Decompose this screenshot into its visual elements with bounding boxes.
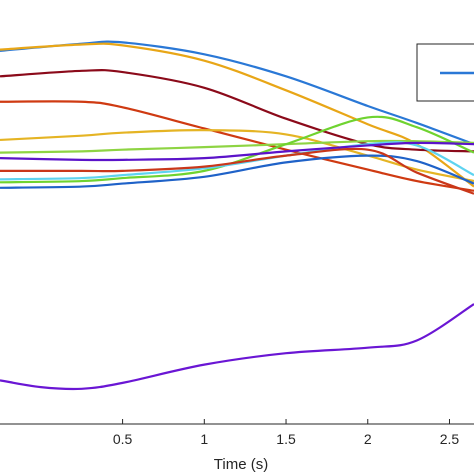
series-line-1 [0, 40, 474, 146]
series-line-6 [0, 139, 474, 154]
series-line-12 [0, 303, 474, 391]
x-ticks: 0.5 1 1.5 2 2.5 [113, 419, 460, 447]
x-tick-label: 1.5 [276, 431, 296, 447]
x-axis-title: Time (s) [214, 456, 268, 473]
series-line-3 [0, 69, 474, 153]
legend [416, 43, 474, 102]
series-line-11 [0, 141, 474, 162]
series-line-4 [0, 100, 474, 192]
series-line-9 [0, 154, 474, 189]
series-line-10 [0, 147, 474, 195]
x-tick-label: 1 [200, 431, 208, 447]
x-tick-label: 2.5 [440, 431, 460, 447]
axes: 0.5 1 1.5 2 2.5 Time (s) [0, 419, 474, 473]
x-tick-label: 2 [364, 431, 372, 447]
series-layer [0, 40, 474, 391]
x-tick-label: 0.5 [113, 431, 133, 447]
